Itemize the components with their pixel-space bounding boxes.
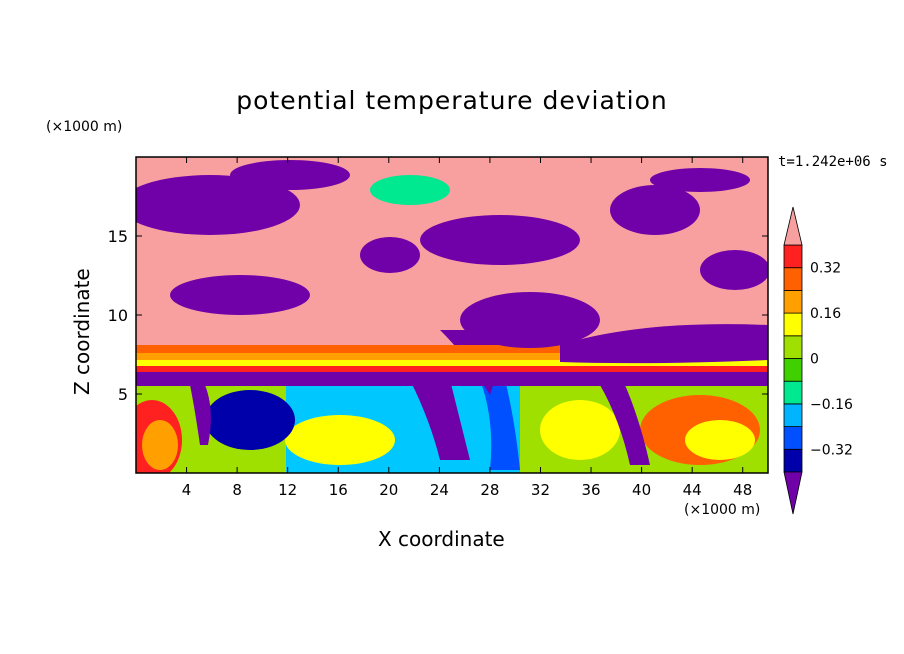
x-axis-label: X coordinate bbox=[378, 527, 505, 551]
colorbar-under-triangle bbox=[783, 471, 803, 515]
colorbar-swatch bbox=[783, 426, 803, 450]
x-tick-label: 4 bbox=[182, 481, 192, 499]
x-tick-label: 20 bbox=[379, 481, 398, 499]
colorbar-swatch bbox=[783, 289, 803, 314]
x-tick-label: 28 bbox=[480, 481, 499, 499]
colorbar-over-triangle bbox=[783, 206, 803, 246]
x-tick-label: 12 bbox=[278, 481, 297, 499]
contour-field bbox=[136, 157, 768, 473]
colorbar-swatch bbox=[783, 267, 803, 291]
x-tick-label: 16 bbox=[329, 481, 348, 499]
y-tick-label: 15 bbox=[108, 227, 128, 246]
time-label: t=1.242e+06 s bbox=[778, 154, 888, 170]
x-tick-label: 36 bbox=[581, 481, 600, 499]
colorbar-tick-label: 0.32 bbox=[810, 261, 841, 277]
x-axis-ticks: 4 8 12 16 20 24 28 32 36 40 44 48 bbox=[182, 157, 752, 499]
colorbar-swatch bbox=[783, 358, 803, 382]
colorbar-swatch bbox=[783, 403, 803, 427]
x-tick-label: 44 bbox=[683, 481, 702, 499]
y-axis-label: Z coordinate bbox=[70, 268, 94, 395]
colorbar-tick-label: 0 bbox=[810, 352, 819, 368]
colorbar-swatch bbox=[783, 312, 803, 337]
colorbar-tick-label: −0.32 bbox=[810, 442, 853, 458]
x-tick-label: 40 bbox=[632, 481, 651, 499]
colorbar: 0.32 0.16 0 −0.16 −0.32 bbox=[783, 206, 853, 515]
y-axis-ticks: 5 10 15 bbox=[108, 227, 768, 404]
x-tick-label: 24 bbox=[430, 481, 449, 499]
colorbar-swatch bbox=[783, 448, 803, 473]
y-axis-unit: (×1000 m) bbox=[46, 119, 123, 135]
colorbar-swatch bbox=[783, 335, 803, 359]
colorbar-swatch bbox=[783, 244, 803, 269]
x-axis-unit: (×1000 m) bbox=[684, 502, 761, 518]
x-tick-label: 32 bbox=[531, 481, 550, 499]
colorbar-tick-label: −0.16 bbox=[810, 397, 853, 413]
y-tick-label: 10 bbox=[108, 306, 128, 325]
chart-title: potential temperature deviation bbox=[236, 86, 668, 115]
x-tick-label: 8 bbox=[232, 481, 242, 499]
colorbar-tick-label: 0.16 bbox=[810, 306, 841, 322]
y-tick-label: 5 bbox=[118, 385, 128, 404]
colorbar-swatch bbox=[783, 380, 803, 405]
x-tick-label: 48 bbox=[733, 481, 752, 499]
